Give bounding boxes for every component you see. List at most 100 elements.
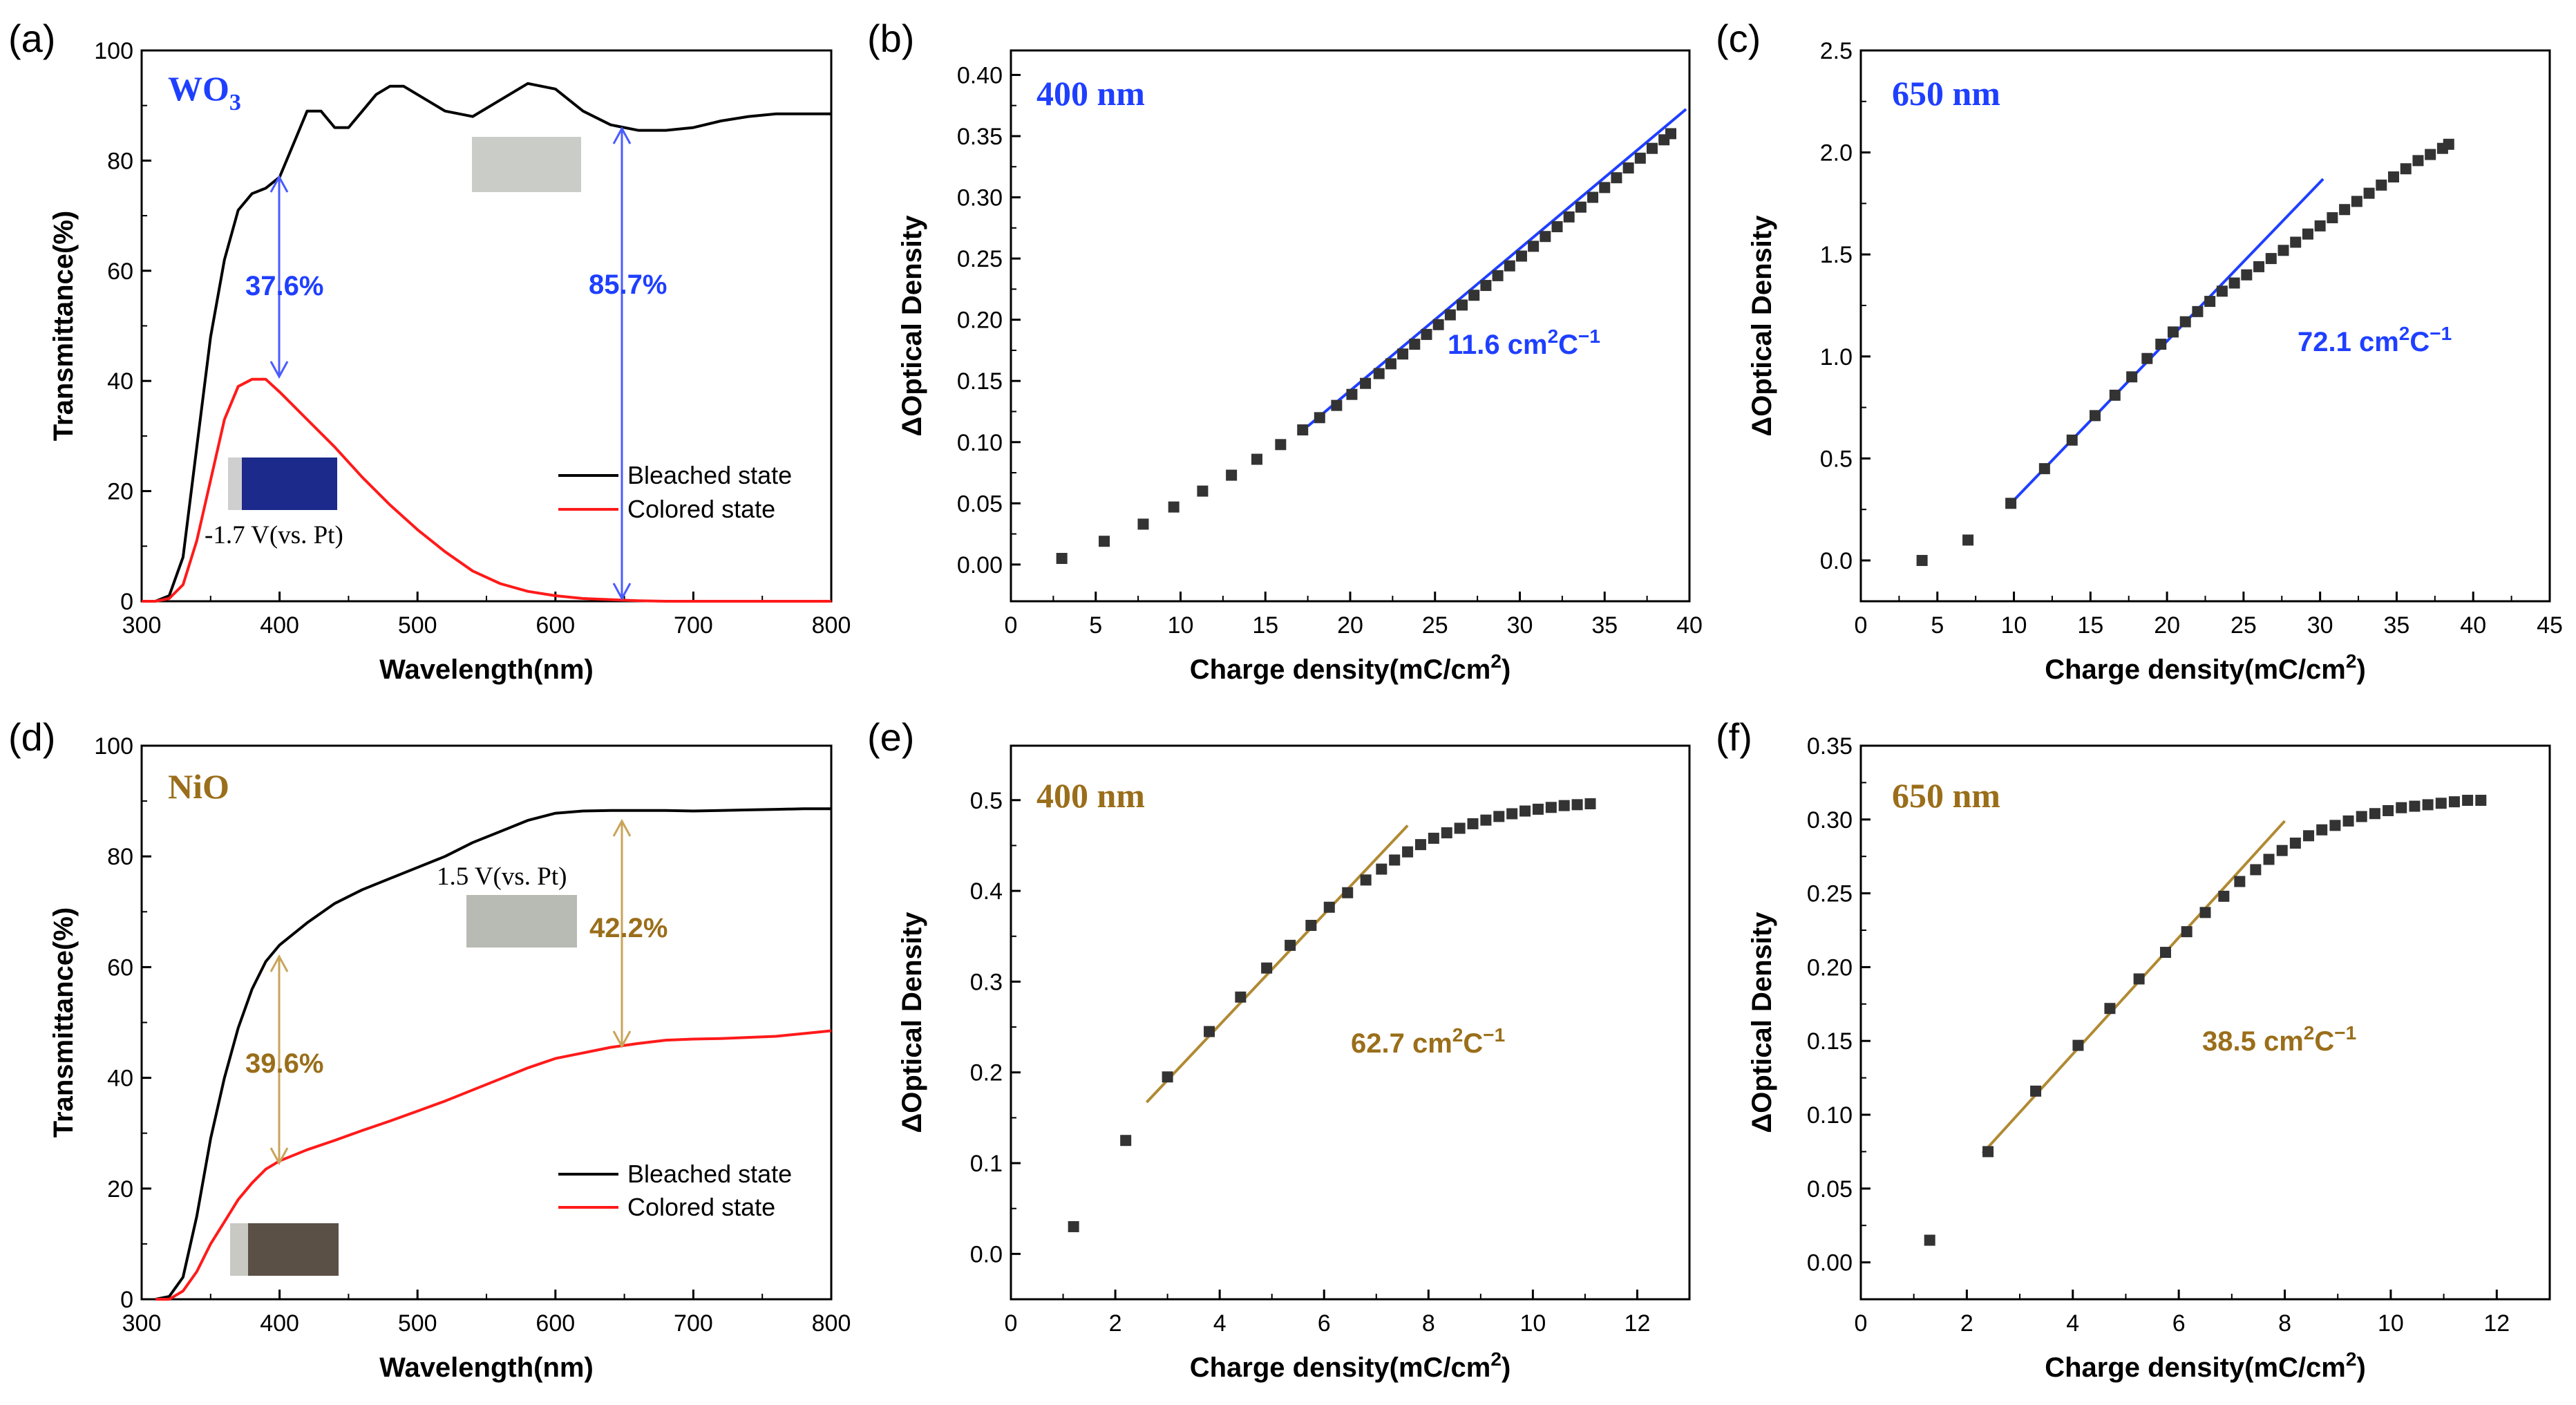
data-point-f [2356, 811, 2367, 822]
slope-unit-c: C [2409, 327, 2430, 357]
x-axis-label-f: Charge density(mC/cm2) [2045, 1348, 2366, 1383]
y-tick-label-a: 0 [120, 589, 133, 615]
panel-c: 0 5 10 15 20 25 30 35 40 45 0.0 0.5 1.0 1.5 2.0 2.5 Char… [1716, 17, 2563, 685]
material-label-a: WO3 [168, 69, 241, 115]
data-point-f [2133, 973, 2145, 985]
sample-photo-colored-d [230, 1223, 339, 1276]
x-tick-label-e: 2 [1109, 1310, 1122, 1337]
slope-value-c: 72.1 cm [2298, 327, 2399, 357]
data-point-e [1480, 814, 1492, 826]
x-tick-label-e: 4 [1213, 1310, 1227, 1337]
y-tick-label-c: 1.5 [1820, 242, 1853, 268]
wavelength-label-f: 650 nm [1892, 776, 2000, 815]
data-point-c [2314, 220, 2326, 232]
data-point-f [2072, 1039, 2084, 1051]
x-tick-label-f: 8 [2278, 1310, 2291, 1337]
data-point-c [2290, 236, 2302, 248]
material-subscript: 3 [229, 90, 241, 115]
x-tick-label-f: 0 [1855, 1310, 1868, 1337]
data-point-b [1634, 152, 1646, 164]
data-point-f [2396, 802, 2407, 813]
photo-label-d: 1.5 V(vs. Pt) [437, 862, 567, 891]
data-point-b [1444, 309, 1456, 321]
data-point-e [1532, 803, 1544, 815]
y-tick-label-b: 0.15 [957, 368, 1003, 395]
y-tick-label-d: 100 [94, 733, 133, 760]
data-point-b [1397, 348, 1409, 360]
data-point-f [2448, 796, 2460, 808]
y-tick-label-a: 40 [107, 368, 133, 395]
data-point-e [1428, 832, 1439, 844]
material-wo: WO [168, 69, 229, 108]
fit-line-b [1307, 108, 1687, 428]
data-point-e [1571, 799, 1583, 811]
plot-area-a: 300 400 500 600 700 800 0 20 40 60 80 100 Wavelength… [48, 38, 851, 685]
y-tick-label-f: 0.00 [1807, 1250, 1853, 1276]
y-tick-label-d: 20 [107, 1176, 133, 1203]
data-point-e [1068, 1220, 1079, 1232]
slope-unit-f: C [2314, 1026, 2334, 1057]
annot-right-d: 42.2% [589, 913, 667, 943]
data-point-b [1226, 469, 1238, 481]
data-point-b [1504, 260, 1515, 272]
y-tick-label-b: 0.00 [957, 552, 1003, 578]
y-tick-label-e: 0.4 [970, 878, 1003, 905]
x-tick-label-d: 400 [260, 1310, 299, 1337]
data-point-b [1540, 231, 1551, 243]
data-point-c [1916, 554, 1928, 566]
data-point-e [1120, 1135, 1132, 1147]
x-tick-label-d: 700 [674, 1310, 713, 1337]
x-tick-label-c: 0 [1855, 612, 1868, 639]
data-point-c [1962, 534, 1974, 546]
slope-unit-b: C [1558, 330, 1578, 360]
data-point-e [1376, 863, 1388, 875]
y-tick-label-d: 40 [107, 1066, 133, 1092]
slope-sup2-c: −1 [2430, 323, 2452, 344]
x-tick-label-d: 600 [536, 1310, 575, 1337]
data-point-b [1492, 270, 1504, 281]
panel-letter-a: (a) [8, 17, 55, 60]
data-point-b [1099, 536, 1110, 547]
data-point-b [1346, 388, 1358, 400]
data-point-e [1162, 1071, 1173, 1083]
data-point-e [1342, 887, 1354, 898]
legend-label-bleached-a: Bleached state [627, 461, 792, 489]
panel-f: 0 2 4 6 8 10 12 0.00 0.05 0.10 0.15 0.20 0.25 0.30 0.3… [1716, 715, 2551, 1383]
plot-area-d: 300 400 500 600 700 800 0 20 40 60 80 100 Wavelength… [48, 733, 851, 1383]
y-tick-label-b: 0.05 [957, 491, 1003, 517]
data-point-e [1323, 901, 1335, 913]
data-point-e [1414, 839, 1426, 851]
y-axis-label-f: ΔOptical Density [1747, 912, 1777, 1133]
data-point-f [2159, 947, 2171, 959]
wavelength-label-c: 650 nm [1892, 74, 2000, 113]
x-tick-label-f: 6 [2172, 1310, 2186, 1337]
wavelength-label-e: 400 nm [1036, 776, 1145, 815]
y-tick-label-e: 0.5 [970, 788, 1003, 814]
x-tick-label-b: 35 [1591, 612, 1618, 639]
x-tick-label-c: 10 [2001, 612, 2027, 639]
data-point-f [1982, 1146, 1994, 1158]
x-tick-label-b: 30 [1507, 612, 1533, 639]
x-tick-label-e: 6 [1318, 1310, 1331, 1337]
data-point-b [1251, 453, 1262, 465]
data-point-b [1421, 328, 1432, 340]
data-point-f [2263, 854, 2275, 865]
data-point-e [1204, 1026, 1215, 1037]
data-point-e [1467, 818, 1479, 829]
y-axis-label-c: ΔOptical Density [1747, 215, 1777, 437]
panel-letter-d: (d) [8, 715, 55, 759]
y-tick-label-e: 0.3 [970, 969, 1003, 995]
data-point-b [1056, 553, 1068, 565]
x-axis-label-c: Charge density(mC/cm2) [2045, 650, 2366, 685]
data-point-c [2302, 228, 2313, 240]
data-point-c [2425, 149, 2436, 160]
data-point-f [2234, 876, 2246, 887]
data-point-b [1599, 182, 1611, 194]
data-point-c [2126, 371, 2138, 383]
panel-a: 300 400 500 600 700 800 0 20 40 60 80 100 Wavelength… [8, 17, 851, 685]
x-tick-label-a: 400 [260, 612, 299, 639]
data-point-c [2167, 326, 2179, 338]
data-point-e [1235, 991, 1247, 1003]
data-point-c [2241, 269, 2253, 281]
data-point-b [1563, 211, 1575, 223]
